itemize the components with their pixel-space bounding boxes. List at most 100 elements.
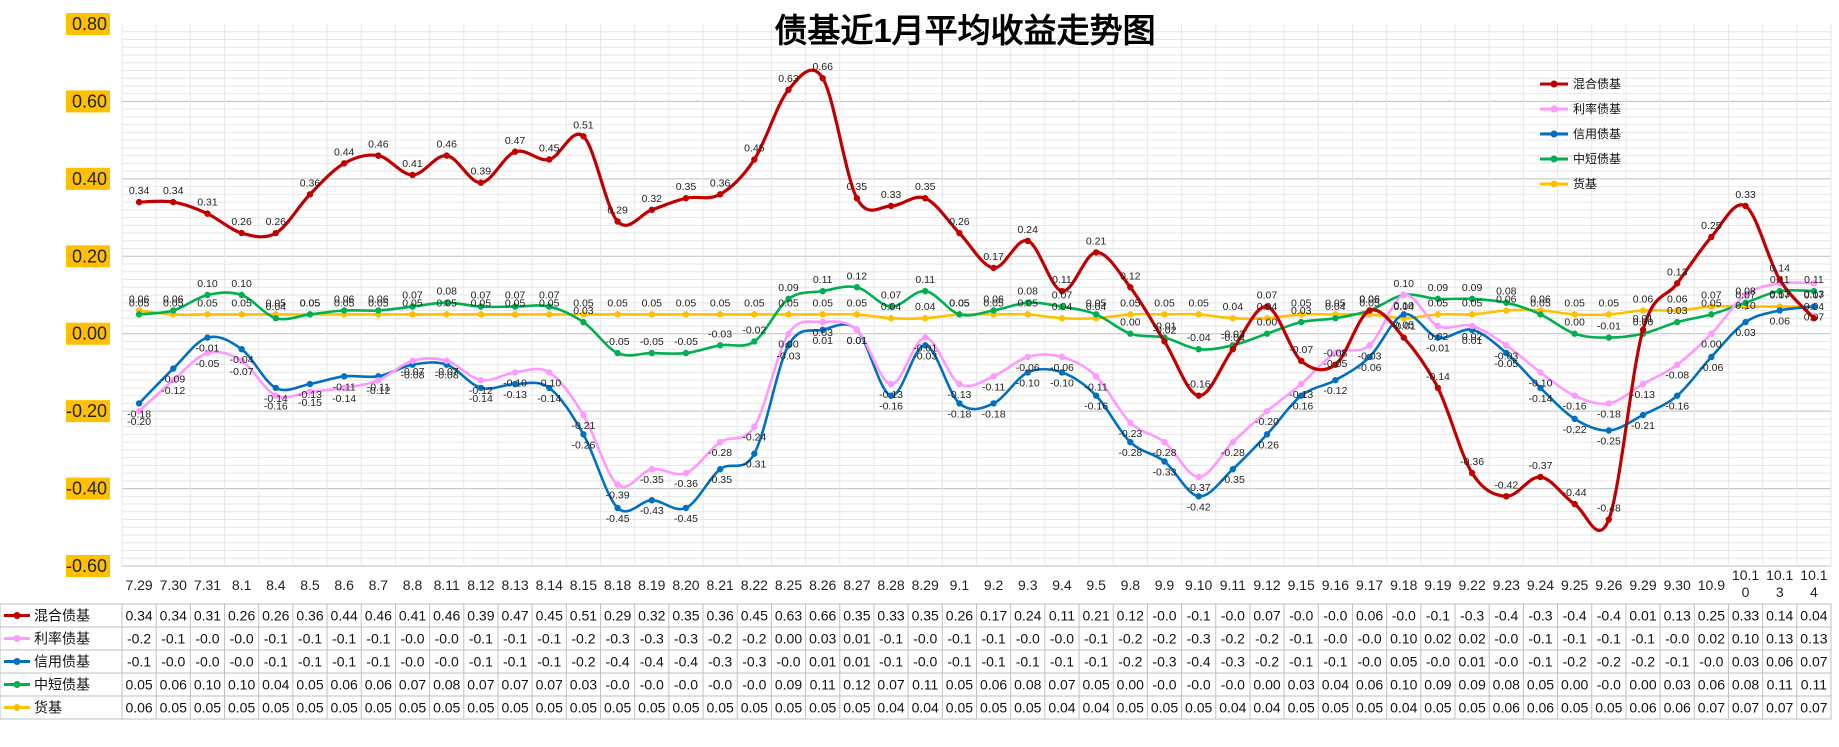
table-cell: 0.00 (1629, 677, 1656, 693)
table-cell: 0.05 (1390, 654, 1417, 670)
table-cell: 0.05 (1458, 700, 1485, 716)
data-label: 0.08 (436, 286, 457, 298)
table-cell: 0.34 (125, 608, 152, 624)
data-point (375, 376, 382, 384)
data-label: -0.07 (401, 366, 425, 378)
x-tick-label: 8.4 (266, 577, 286, 593)
data-point (306, 388, 314, 395)
data-point (1058, 315, 1066, 322)
data-label: 0.24 (1018, 224, 1039, 236)
y-tick-highlight (66, 167, 110, 190)
data-point (1434, 295, 1442, 303)
x-tick-label: 9.5 (1086, 577, 1106, 593)
table-cell: 0.01 (843, 631, 870, 647)
data-point (1503, 493, 1510, 500)
data-label: 0.04 (1086, 301, 1107, 313)
table-cell: -0.1 (469, 631, 493, 647)
data-label: 0.05 (1120, 297, 1141, 309)
data-point (1024, 369, 1031, 376)
data-label: 0.41 (402, 158, 423, 170)
data-point (1024, 237, 1031, 244)
table-cell: -0.3 (1221, 654, 1245, 670)
data-label: 0.05 (676, 297, 697, 309)
data-label: -0.01 (1597, 321, 1621, 333)
table-cell: -0.1 (1016, 654, 1040, 670)
table-row-marker (13, 704, 21, 711)
data-label: -0.03 (708, 328, 732, 340)
data-label: -0.02 (742, 324, 766, 336)
x-tick-label: 7.31 (194, 577, 221, 593)
data-point (477, 376, 485, 384)
table-cell: 0.35 (672, 608, 699, 624)
data-label: -0.14 (1426, 371, 1450, 383)
data-label: 0.05 (436, 297, 457, 309)
data-label: -0.01 (1392, 321, 1416, 333)
data-label: -0.24 (742, 432, 766, 444)
x-tick-label: 9.11 (1220, 577, 1246, 593)
data-point (1127, 419, 1134, 426)
data-label: 0.08 (1496, 286, 1517, 298)
table-cell: 0.10 (1732, 631, 1759, 647)
data-point (1024, 299, 1031, 306)
data-label: -0.35 (640, 474, 664, 486)
legend-marker (1550, 105, 1558, 113)
table-cell: -0.1 (366, 654, 390, 670)
data-point (1468, 322, 1476, 330)
table-cell: -0.2 (127, 631, 151, 647)
data-point (1332, 376, 1339, 384)
data-label: 0.05 (1359, 297, 1380, 309)
data-point (682, 469, 690, 477)
table-cell: 0.05 (1083, 677, 1110, 693)
table-cell: -0.4 (640, 654, 664, 670)
data-label: -0.14 (332, 393, 356, 405)
table-cell: 0.00 (775, 631, 802, 647)
table-cell: 0.06 (125, 700, 152, 716)
x-tick-label: 7.29 (125, 577, 152, 593)
legend-label: 中短债基 (1573, 151, 1621, 166)
data-point (1366, 307, 1373, 314)
table-cell: 0.09 (775, 677, 802, 693)
data-point (682, 504, 690, 512)
table-cell: 0.01 (1458, 654, 1485, 670)
table-cell: 0.04 (262, 677, 289, 693)
legend-label: 利率债基 (1573, 101, 1621, 116)
data-point (1742, 318, 1749, 326)
table-cell: -0.3 (606, 631, 630, 647)
data-label: 0.31 (197, 197, 218, 209)
data-label: -0.06 (1358, 362, 1382, 374)
table-cell: 0.11 (810, 677, 836, 693)
x-tick-label: 9.19 (1424, 577, 1451, 593)
data-point (511, 311, 519, 318)
table-row-marker (13, 658, 21, 665)
data-label: 0.11 (1770, 274, 1790, 286)
data-label: 0.04 (1394, 301, 1415, 313)
legend-label: 混合债基 (1573, 76, 1621, 91)
table-cell: 0.00 (1253, 677, 1280, 693)
table-cell: -0.0 (230, 631, 254, 647)
data-label: 0.07 (471, 290, 492, 302)
data-point (238, 346, 245, 353)
data-label: 0.05 (163, 297, 184, 309)
table-cell: -0.2 (1563, 654, 1587, 670)
table-cell: 0.06 (365, 677, 392, 693)
data-label: 0.03 (1291, 305, 1312, 317)
data-label: -0.03 (1494, 350, 1518, 362)
data-point (819, 75, 826, 82)
table-cell: 0.07 (1800, 700, 1827, 716)
series-lines (135, 68, 1818, 532)
data-point (1127, 284, 1134, 291)
data-point (922, 195, 929, 202)
data-point (340, 160, 348, 167)
table-cell: -0.0 (1699, 654, 1723, 670)
data-point (409, 171, 416, 179)
table-cell: -0.0 (640, 677, 664, 693)
data-label: 0.05 (1325, 297, 1346, 309)
data-label: -0.26 (1255, 439, 1279, 451)
data-label: 0.05 (744, 297, 765, 309)
table-cell: 0.05 (125, 677, 152, 693)
table-cell: -0.1 (503, 631, 527, 647)
table-cell: -0.1 (947, 654, 971, 670)
x-tick-label: 9.2 (984, 577, 1004, 593)
data-label: 0.05 (1154, 297, 1175, 309)
data-label: 0.13 (1770, 288, 1791, 300)
